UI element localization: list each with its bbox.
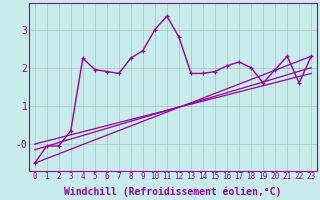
X-axis label: Windchill (Refroidissement éolien,°C): Windchill (Refroidissement éolien,°C) bbox=[64, 187, 282, 197]
